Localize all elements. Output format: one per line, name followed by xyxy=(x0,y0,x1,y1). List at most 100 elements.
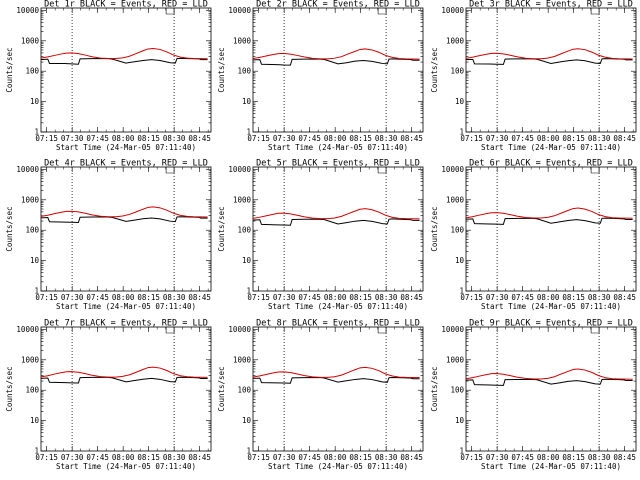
y-tick-label: 10000 xyxy=(228,165,251,174)
x-tick-label: 08:45 xyxy=(400,293,423,302)
y-tick-label: 10 xyxy=(455,416,465,425)
x-axis-label: Start Time (24-Mar-05 07:11:40) xyxy=(481,143,621,152)
x-tick-label: 08:45 xyxy=(188,134,211,143)
y-tick-label: 1000 xyxy=(446,355,465,364)
y-tick-label: 1 xyxy=(246,287,251,296)
y-tick-label: 10000 xyxy=(228,325,251,334)
chart-panel: Det 2r BLACK = Events, RED = LLD 1 10 100 10… xyxy=(217,0,424,152)
x-axis-label: Start Time (24-Mar-05 07:11:40) xyxy=(56,143,196,152)
plot-frame xyxy=(465,166,637,292)
x-tick-label: 08:45 xyxy=(188,453,211,462)
y-tick-label: 10000 xyxy=(441,165,464,174)
chart-title: Det 1r BLACK = Events, RED = LLD xyxy=(44,0,208,10)
x-tick-label: 07:30 xyxy=(486,293,509,302)
plot-frame xyxy=(40,7,212,133)
y-tick-label: 10 xyxy=(30,97,40,106)
lld-series-line xyxy=(465,48,633,60)
x-tick-label: 08:00 xyxy=(112,453,135,462)
x-axis-label: Start Time (24-Mar-05 07:11:40) xyxy=(481,302,621,311)
y-tick-label: 10 xyxy=(242,97,252,106)
y-tick-label: 10000 xyxy=(228,6,251,15)
y-tick-label: 1 xyxy=(34,447,39,456)
chart-panel: Det 7r BLACK = Events, RED = LLD 1 10 100 10… xyxy=(5,319,212,471)
y-tick-label: 1 xyxy=(34,128,39,137)
y-tick-label: 100 xyxy=(450,386,464,395)
plot-frame xyxy=(40,326,212,452)
chart-title: Det 5r BLACK = Events, RED = LLD xyxy=(256,159,420,169)
chart-panel: Det 6r BLACK = Events, RED = LLD 1 10 100 10… xyxy=(430,159,637,311)
y-tick-label: 1000 xyxy=(446,36,465,45)
y-axis-label: Counts/sec xyxy=(430,206,439,251)
interval-marker xyxy=(165,167,175,174)
y-tick-label: 10 xyxy=(30,256,40,265)
x-tick-label: 08:45 xyxy=(400,453,423,462)
x-tick-label: 07:15 xyxy=(460,453,483,462)
y-tick-label: 100 xyxy=(450,67,464,76)
y-tick-label: 100 xyxy=(25,67,39,76)
y-tick-label: 1000 xyxy=(446,195,465,204)
x-tick-label: 07:45 xyxy=(511,453,534,462)
y-tick-label: 10000 xyxy=(441,6,464,15)
chart-title: Det 4r BLACK = Events, RED = LLD xyxy=(44,159,208,169)
lld-series-line xyxy=(40,47,208,60)
x-tick-label: 08:15 xyxy=(137,134,160,143)
events-series-line xyxy=(252,376,420,384)
plot-frame xyxy=(465,7,637,133)
x-tick-label: 07:15 xyxy=(247,453,270,462)
x-tick-label: 08:45 xyxy=(613,293,636,302)
y-tick-label: 10000 xyxy=(16,6,39,15)
x-tick-label: 07:45 xyxy=(86,134,109,143)
chart-panel: Det 9r BLACK = Events, RED = LLD 1 10 100 10… xyxy=(430,319,637,471)
y-tick-label: 1000 xyxy=(21,195,40,204)
x-tick-label: 07:30 xyxy=(61,453,84,462)
interval-marker xyxy=(590,167,600,174)
events-series-line xyxy=(465,217,633,225)
x-tick-label: 07:45 xyxy=(298,134,321,143)
y-tick-label: 10 xyxy=(30,416,40,425)
y-tick-label: 100 xyxy=(237,226,251,235)
x-axis-label: Start Time (24-Mar-05 07:11:40) xyxy=(268,143,408,152)
x-tick-label: 07:45 xyxy=(86,453,109,462)
y-tick-label: 1000 xyxy=(233,36,252,45)
events-series-line xyxy=(465,378,633,386)
chart-title: Det 8r BLACK = Events, RED = LLD xyxy=(256,319,420,329)
x-tick-label: 07:30 xyxy=(486,453,509,462)
y-tick-label: 1 xyxy=(246,447,251,456)
x-axis-label: Start Time (24-Mar-05 07:11:40) xyxy=(56,302,196,311)
y-tick-label: 1 xyxy=(246,128,251,137)
interval-marker xyxy=(377,327,387,334)
y-axis-label: Counts/sec xyxy=(5,366,14,411)
events-series-line xyxy=(40,216,208,223)
x-tick-label: 08:00 xyxy=(324,293,347,302)
chart-title: Det 3r BLACK = Events, RED = LLD xyxy=(469,0,633,10)
events-series-line xyxy=(252,218,420,226)
x-tick-label: 08:30 xyxy=(375,293,398,302)
y-axis-label: Counts/sec xyxy=(5,206,14,251)
x-tick-label: 08:15 xyxy=(562,134,585,143)
y-tick-label: 1 xyxy=(34,287,39,296)
interval-marker xyxy=(165,8,175,15)
plot-frame xyxy=(40,166,212,292)
lld-series-line xyxy=(40,366,208,378)
plot-frame xyxy=(465,326,637,452)
plot-frame xyxy=(252,7,424,133)
x-tick-label: 08:15 xyxy=(349,453,372,462)
interval-marker xyxy=(165,327,175,334)
y-tick-label: 10000 xyxy=(441,325,464,334)
x-tick-label: 07:15 xyxy=(460,134,483,143)
y-tick-label: 100 xyxy=(450,226,464,235)
x-tick-label: 08:00 xyxy=(112,293,135,302)
x-tick-label: 08:30 xyxy=(375,134,398,143)
x-tick-label: 07:30 xyxy=(61,134,84,143)
y-tick-label: 10 xyxy=(455,256,465,265)
x-tick-label: 08:15 xyxy=(562,453,585,462)
chart-title: Det 6r BLACK = Events, RED = LLD xyxy=(469,159,633,169)
x-tick-label: 08:30 xyxy=(588,293,611,302)
x-tick-label: 08:00 xyxy=(537,293,560,302)
x-tick-label: 08:15 xyxy=(137,453,160,462)
y-axis-label: Counts/sec xyxy=(5,47,14,92)
x-tick-label: 08:30 xyxy=(588,453,611,462)
events-series-line xyxy=(40,376,208,384)
x-tick-label: 07:45 xyxy=(298,453,321,462)
chart-panel: Det 3r BLACK = Events, RED = LLD 1 10 100 10… xyxy=(430,0,637,152)
